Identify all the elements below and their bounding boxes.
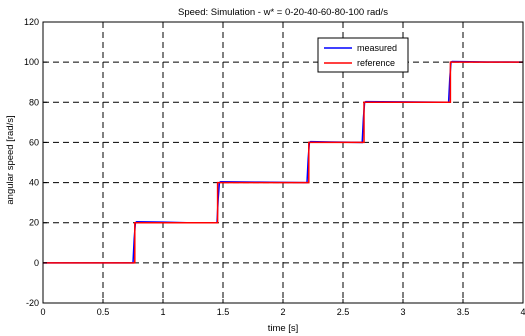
grid-lines: [43, 22, 523, 303]
x-tick-label: 0: [40, 307, 45, 317]
x-tick-label: 2: [280, 307, 285, 317]
legend: measured reference: [317, 37, 409, 73]
y-tick-label: -20: [26, 298, 39, 308]
x-tick-label: 1: [160, 307, 165, 317]
x-axis-title: time [s]: [268, 323, 299, 334]
y-tick-label: 120: [24, 17, 39, 27]
legend-box: [317, 37, 409, 73]
chart-title: Speed: Simulation - w* = 0-20-40-60-80-1…: [178, 7, 388, 18]
legend-label-reference: reference: [357, 58, 395, 68]
x-tick-label: 1.5: [217, 307, 230, 317]
x-tick-label: 2.5: [337, 307, 350, 317]
legend-label-measured: measured: [357, 43, 397, 53]
y-tick-label: 100: [24, 57, 39, 67]
y-tick-label: 0: [34, 258, 39, 268]
y-tick-label: 80: [29, 97, 39, 107]
x-tick-label: 4: [520, 307, 525, 317]
y-tick-label: 20: [29, 218, 39, 228]
series-line-reference: [43, 61, 523, 264]
x-tick-label: 3.5: [457, 307, 470, 317]
y-axis-title: angular speed [rad/s]: [5, 115, 16, 204]
x-tick-label: 0.5: [97, 307, 110, 317]
y-tick-label: 40: [29, 178, 39, 188]
series-lines: [43, 60, 524, 264]
x-tick-label: 3: [400, 307, 405, 317]
y-tick-label: 60: [29, 137, 39, 147]
